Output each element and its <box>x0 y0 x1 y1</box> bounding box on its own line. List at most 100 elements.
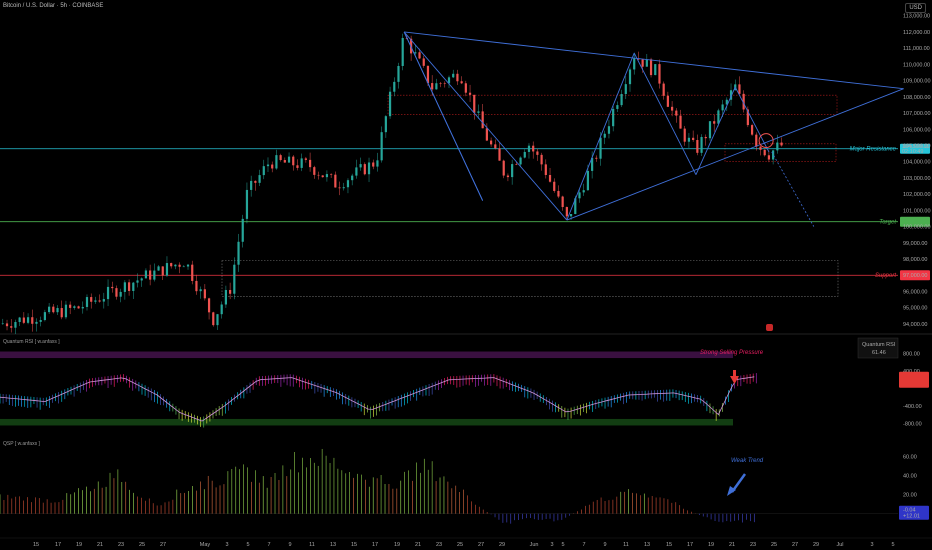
candle-body <box>64 304 68 318</box>
candle-body <box>39 320 42 322</box>
candle-body <box>174 264 177 267</box>
candle-body <box>161 266 164 276</box>
time-tick: 5 <box>246 542 249 548</box>
candle-body <box>321 175 324 178</box>
time-tick: 15 <box>666 542 672 548</box>
candle-body <box>641 59 644 67</box>
candle-body <box>115 288 118 297</box>
qsp-value-badge <box>899 505 929 520</box>
rsi-line <box>0 376 755 422</box>
candle-body <box>620 93 623 106</box>
candle-body <box>313 167 316 175</box>
qsp-tick: 20.00 <box>903 493 917 499</box>
candle-body <box>140 278 143 281</box>
candle-body <box>292 156 295 166</box>
candle-body <box>755 134 758 147</box>
projection-line <box>771 151 815 227</box>
candle-body <box>279 155 282 161</box>
candle-body <box>679 115 682 129</box>
rsi-legend-box <box>857 337 899 359</box>
candle-body <box>304 158 307 160</box>
candle-body <box>98 300 101 302</box>
candle-body <box>561 196 564 208</box>
candle-body <box>772 150 775 160</box>
candle-body <box>422 58 425 66</box>
level-badge-2 <box>900 270 930 281</box>
candle-body <box>31 317 34 324</box>
time-tick: 17 <box>687 542 693 548</box>
candle-body <box>717 110 720 124</box>
price-tick: 105,000.00 <box>903 143 931 149</box>
candle-body <box>5 323 9 327</box>
candle-body <box>106 286 110 300</box>
candle-body <box>393 81 396 92</box>
pattern-line-8 <box>403 31 484 201</box>
qsp-tick: 40.00 <box>903 474 917 480</box>
candle-body <box>338 187 341 189</box>
time-tick: 7 <box>582 542 585 548</box>
candle-body <box>662 83 665 96</box>
time-tick: 13 <box>330 542 336 548</box>
candle-body <box>574 198 577 215</box>
candle-body <box>363 164 366 175</box>
pattern-line-6 <box>404 31 904 90</box>
candle-body <box>229 289 232 294</box>
time-tick: 11 <box>623 542 629 548</box>
candle-body <box>481 111 484 129</box>
candle-body <box>489 140 493 145</box>
rsi-tick: -800.00 <box>903 421 922 427</box>
price-tick: 98,000.00 <box>903 257 927 263</box>
time-tick: 9 <box>288 542 291 548</box>
price-tick: 107,000.00 <box>903 111 931 117</box>
candle-body <box>460 81 463 84</box>
candle-body <box>414 52 417 54</box>
price-tick: 112,000.00 <box>903 30 930 36</box>
candle-body <box>553 181 556 191</box>
candle-body <box>136 280 139 283</box>
candle-body <box>607 126 611 134</box>
chart-title: Bitcoin / U.S. Dollar · 5h · COINBASE <box>3 3 104 9</box>
level-badge-text-0-0: 104,500.11 <box>902 144 929 150</box>
time-tick: 23 <box>118 542 124 548</box>
time-tick: 25 <box>771 542 777 548</box>
candle-body <box>258 175 261 183</box>
candle-body <box>77 306 80 309</box>
candle-body <box>283 160 286 163</box>
time-tick: 21 <box>415 542 421 548</box>
candle-body <box>599 137 602 159</box>
time-tick: May <box>200 542 211 548</box>
time-tick: 13 <box>644 542 650 548</box>
time-tick: 25 <box>457 542 463 548</box>
candle-body <box>515 164 518 165</box>
price-tick: 103,000.00 <box>903 176 931 182</box>
candle-body <box>683 128 686 142</box>
price-tick: 100,000.00 <box>903 225 931 231</box>
candle-body <box>511 164 514 178</box>
currency-badge[interactable]: USD <box>905 3 926 13</box>
candle-body <box>43 312 46 321</box>
time-tick: 5 <box>561 542 564 548</box>
price-tick: 113,000.00 <box>903 14 930 20</box>
candle-body <box>165 263 169 276</box>
candle-body <box>119 291 122 297</box>
time-tick: 29 <box>813 542 819 548</box>
candle-body <box>713 121 716 124</box>
time-tick: 17 <box>55 542 61 548</box>
candle-body <box>22 317 25 323</box>
candle-body <box>569 214 573 217</box>
time-tick: 17 <box>372 542 378 548</box>
candle-body <box>157 266 160 271</box>
price-tick: 104,000.00 <box>903 160 931 166</box>
candle-body <box>447 77 451 84</box>
candle-body <box>645 59 648 67</box>
candle-body <box>687 137 691 142</box>
candle-body <box>426 65 430 84</box>
candle-body <box>498 148 501 161</box>
qsp-pane-title: QSP [ w.anfaxs ] <box>3 441 40 447</box>
candle-body <box>477 111 480 113</box>
candle-body <box>275 155 278 169</box>
time-tick: 3 <box>225 542 228 548</box>
price-tick: 96,000.00 <box>903 289 927 295</box>
